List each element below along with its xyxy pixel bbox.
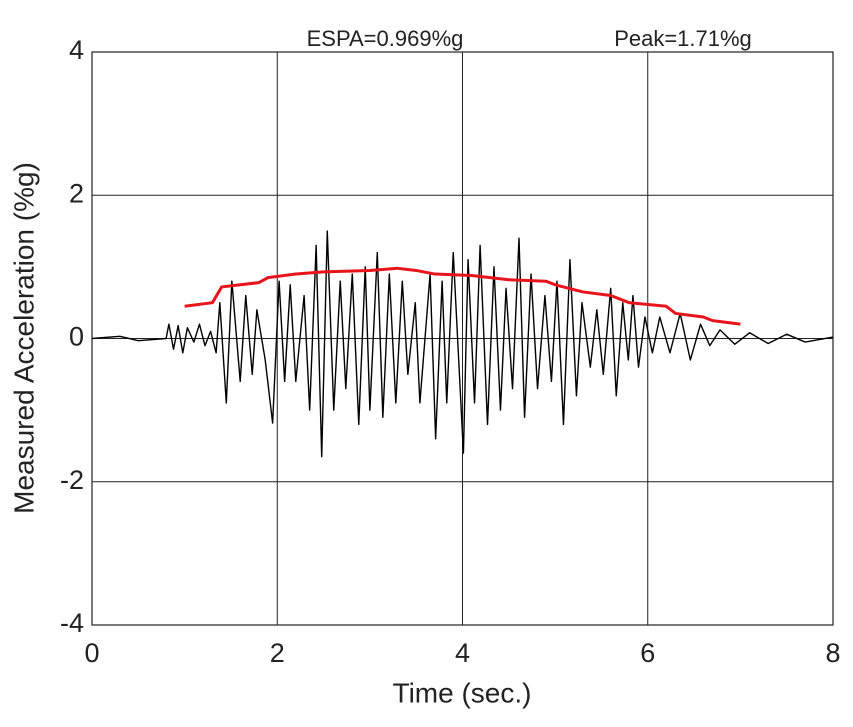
y-axis-label: Measured Acceleration (%g) [8,162,39,514]
y-tick-label: -4 [60,608,84,638]
y-tick-label: -2 [60,465,84,495]
annotation: ESPA=0.969%g [307,26,464,51]
y-tick-label: 2 [69,178,84,208]
x-tick-label: 4 [455,638,470,668]
annotation: Peak=1.71%g [614,26,752,51]
y-tick-label: 0 [69,322,84,352]
x-tick-label: 0 [84,638,99,668]
x-tick-label: 6 [640,638,655,668]
data-line [184,266,741,326]
x-axis-label: Time (sec.) [393,677,532,708]
data-line [91,230,834,458]
y-tick-label: 4 [69,35,84,65]
x-tick-label: 8 [825,638,840,668]
x-tick-label: 2 [270,638,285,668]
